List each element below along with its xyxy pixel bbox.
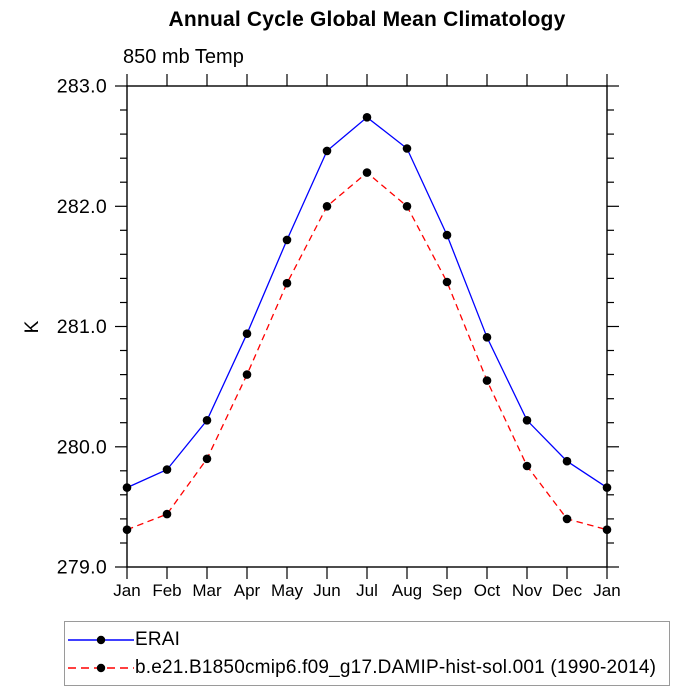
data-point-marker <box>482 376 492 385</box>
x-tick-label: May <box>271 581 304 600</box>
y-tick-label: 281.0 <box>57 316 107 338</box>
data-point-marker <box>242 370 252 379</box>
data-point-marker <box>442 277 452 287</box>
data-point-marker <box>402 144 412 153</box>
data-point-marker <box>322 146 332 156</box>
data-point-marker <box>602 483 612 492</box>
data-point-marker <box>202 416 212 425</box>
data-point-marker <box>402 202 412 211</box>
data-point-marker <box>362 168 372 177</box>
legend-box: ERAI b.e21.B1850cmip6.f09_g17.DAMIP-hist… <box>64 621 670 686</box>
x-tick-label: Jan <box>113 581 140 600</box>
legend-item-erai: ERAI <box>65 626 669 654</box>
data-point-marker <box>442 230 452 240</box>
x-tick-label: Aug <box>392 581 422 600</box>
x-tick-label: Mar <box>192 581 222 600</box>
data-point-marker <box>282 235 292 245</box>
x-tick-label: Feb <box>152 581 181 600</box>
data-point-marker <box>562 514 572 524</box>
data-point-marker <box>362 113 372 122</box>
y-tick-label: 282.0 <box>57 196 107 218</box>
plot-frame <box>126 85 608 568</box>
legend-solid-line-icon <box>68 635 134 644</box>
data-point-marker <box>162 465 172 474</box>
x-tick-label: Oct <box>474 581 501 600</box>
data-point-marker <box>522 461 532 471</box>
data-point-marker <box>522 416 532 425</box>
data-point-marker <box>482 333 492 342</box>
data-point-marker <box>562 456 572 466</box>
chart-subtitle: 850 mb Temp <box>123 46 244 68</box>
x-tick-label: Nov <box>512 581 543 600</box>
plot-svg: 279.0 280.0 281.0 282.0 283.0 Jan Feb Mar Apr May… <box>22 74 621 600</box>
data-point-marker <box>282 278 292 288</box>
y-tick-label: 279.0 <box>57 557 107 579</box>
x-tick-label: Jul <box>356 581 378 600</box>
legend-label-model: b.e21.B1850cmip6.f09_g17.DAMIP-hist-sol.… <box>135 656 657 678</box>
legend-dashed-line-icon <box>68 663 134 672</box>
data-point-marker <box>322 202 332 211</box>
x-tick-label: Jan <box>593 581 620 600</box>
data-point-marker <box>122 483 132 492</box>
y-tick-label: 280.0 <box>57 436 107 458</box>
x-tick-label: Apr <box>234 581 261 600</box>
data-point-marker <box>602 525 612 534</box>
legend-item-model: b.e21.B1850cmip6.f09_g17.DAMIP-hist-sol.… <box>65 654 669 682</box>
x-tick-label: Sep <box>432 581 462 600</box>
data-point-marker <box>242 329 252 339</box>
series-line-1 <box>126 171 608 531</box>
chart-title: Annual Cycle Global Mean Climatology <box>168 8 566 31</box>
data-point-marker <box>122 525 132 534</box>
y-axis-label: K <box>22 320 43 333</box>
data-point-marker <box>202 454 212 464</box>
x-tick-label: Dec <box>552 581 583 600</box>
y-tick-label: 283.0 <box>57 76 107 98</box>
plot-area: 279.0 280.0 281.0 282.0 283.0 Jan Feb Mar Apr May… <box>22 74 621 600</box>
legend-label-erai: ERAI <box>135 628 181 650</box>
x-tick-label: Jun <box>313 581 340 600</box>
data-point-marker <box>162 509 172 519</box>
